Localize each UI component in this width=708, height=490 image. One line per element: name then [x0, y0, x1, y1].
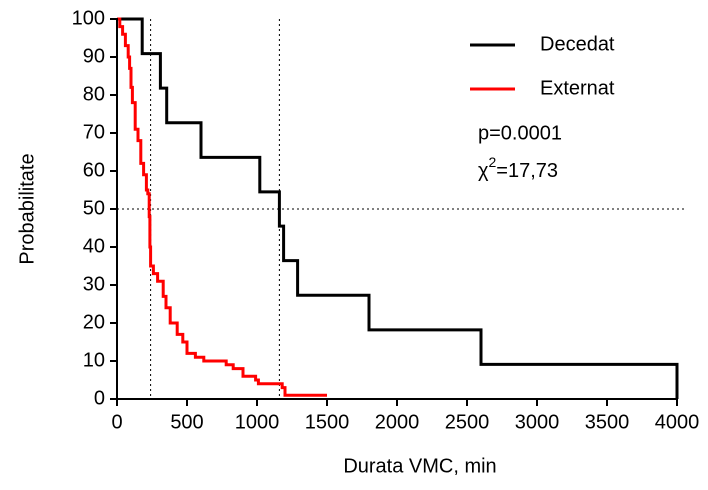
legend-label: Externat	[540, 77, 615, 99]
x-tick-label: 1500	[305, 411, 350, 433]
step-line	[117, 17, 327, 397]
x-tick-label: 3500	[585, 411, 630, 433]
y-tick-label: 90	[83, 45, 105, 67]
step-line	[117, 17, 679, 399]
annotation: χ	[478, 160, 489, 182]
x-tick-label: 2000	[375, 411, 420, 433]
annotation: =17,73	[496, 160, 558, 182]
y-tick-label: 0	[94, 387, 105, 409]
y-tick-label: 80	[83, 83, 105, 105]
x-tick-label: 2500	[445, 411, 490, 433]
x-tick-label: 500	[170, 411, 203, 433]
y-axis-label: Probabilitate	[16, 153, 38, 264]
y-tick-label: 40	[83, 235, 105, 257]
y-tick-label: 70	[83, 121, 105, 143]
y-tick-label: 100	[72, 7, 105, 29]
x-tick-label: 3000	[515, 411, 560, 433]
annotation: p=0.0001	[478, 122, 562, 144]
annotation: χ2=17,73	[478, 154, 558, 183]
x-tick-label: 0	[111, 411, 122, 433]
y-tick-label: 50	[83, 197, 105, 219]
x-tick-label: 4000	[655, 411, 700, 433]
x-axis-label: Durata VMC, min	[343, 455, 496, 477]
x-tick-label: 1000	[235, 411, 280, 433]
annotation: 2	[489, 154, 497, 170]
y-tick-label: 60	[83, 159, 105, 181]
y-tick-label: 10	[83, 349, 105, 371]
y-tick-label: 30	[83, 273, 105, 295]
legend-label: Decedat	[540, 33, 615, 55]
y-tick-label: 20	[83, 311, 105, 333]
